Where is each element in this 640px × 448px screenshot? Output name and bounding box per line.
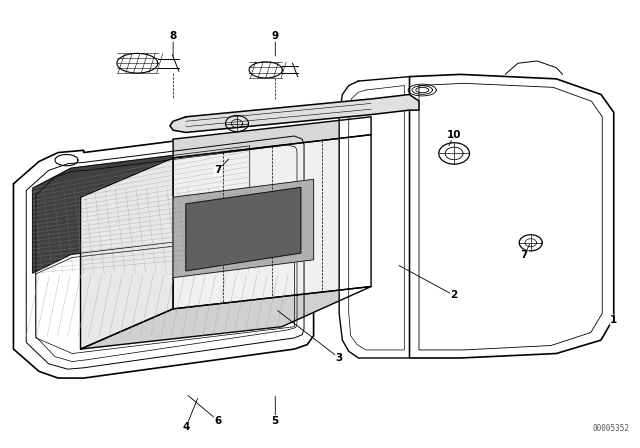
Polygon shape <box>81 158 173 349</box>
Text: 3: 3 <box>335 353 343 363</box>
Polygon shape <box>173 179 314 278</box>
Polygon shape <box>33 146 250 273</box>
Polygon shape <box>186 187 301 271</box>
Polygon shape <box>173 135 371 309</box>
Text: 00005352: 00005352 <box>593 424 630 433</box>
Text: 4: 4 <box>182 422 189 432</box>
Text: 2: 2 <box>451 290 458 301</box>
Text: 10: 10 <box>447 129 461 140</box>
Polygon shape <box>410 74 614 358</box>
Polygon shape <box>36 233 294 353</box>
Text: 6: 6 <box>214 415 221 426</box>
Text: 8: 8 <box>170 31 177 41</box>
Polygon shape <box>339 77 410 358</box>
Polygon shape <box>173 117 371 158</box>
Polygon shape <box>170 95 419 133</box>
Polygon shape <box>13 126 314 378</box>
Text: 1: 1 <box>610 315 618 325</box>
Text: 7: 7 <box>214 165 221 176</box>
Polygon shape <box>81 287 371 349</box>
Text: 7: 7 <box>521 250 528 260</box>
Text: 9: 9 <box>272 31 279 41</box>
Polygon shape <box>505 61 563 74</box>
Text: 5: 5 <box>271 415 279 426</box>
